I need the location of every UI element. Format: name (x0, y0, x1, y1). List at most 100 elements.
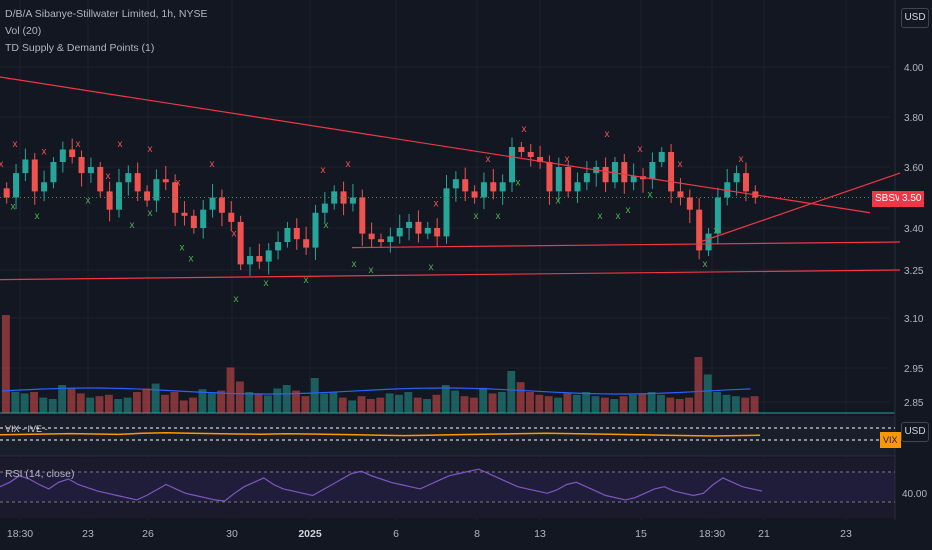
price-axis-label: 3.80 (904, 113, 924, 124)
volume-bar (2, 315, 10, 413)
supply-point-marker: x (678, 159, 683, 170)
time-axis-label: 6 (393, 528, 399, 540)
candle-body (144, 191, 151, 201)
volume-bar (348, 400, 357, 413)
volume-legend: Vol (20) (5, 25, 42, 37)
candle-body (172, 182, 179, 213)
candle-body (733, 173, 740, 183)
candle-body (106, 191, 113, 210)
volume-bar (451, 390, 460, 413)
volume-bar (273, 388, 282, 413)
demand-point-marker: x (703, 259, 708, 270)
demand-point-marker: x (180, 242, 185, 253)
volume-bar (694, 357, 703, 413)
candle-body (218, 197, 225, 213)
volume-bar (245, 392, 254, 413)
candle-body (22, 159, 29, 174)
volume-bar (657, 394, 665, 413)
volume-bar (638, 393, 647, 413)
candle-body (87, 167, 94, 174)
volume-bar (722, 394, 731, 413)
demand-point-marker: x (11, 202, 16, 213)
volume-bar (563, 393, 572, 413)
candle-body (518, 147, 525, 152)
time-axis-label: 30 (226, 528, 238, 540)
volume-bar (675, 399, 684, 413)
candle-body (237, 221, 244, 265)
volume-bar (95, 396, 104, 413)
candle-body (97, 167, 104, 192)
demand-point-marker: x (648, 190, 653, 201)
volume-bar (628, 394, 637, 413)
demand-point-marker: x (86, 196, 91, 207)
candle-body (275, 242, 282, 251)
price-axis-label: 2.85 (904, 398, 924, 409)
volume-bar (310, 378, 319, 413)
candle-body (406, 221, 413, 228)
supply-point-marker: x (148, 144, 153, 155)
volume-bar (731, 396, 740, 413)
time-axis-label: 23 (82, 528, 94, 540)
volume-bar (198, 389, 207, 413)
volume-bar (235, 381, 244, 413)
volume-bar (39, 397, 48, 413)
vix-currency-button[interactable]: USD (901, 422, 929, 442)
time-axis-label: 21 (758, 528, 770, 540)
demand-point-marker: x (429, 262, 434, 273)
time-axis-label: 8 (474, 528, 480, 540)
supply-point-marker: x (434, 199, 439, 210)
candle-body (443, 188, 450, 237)
volume-bar (535, 394, 544, 413)
symbol-tag: SBSW (872, 191, 908, 207)
candle-body (630, 176, 637, 183)
volume-bar (254, 393, 263, 413)
volume-bar (666, 397, 675, 413)
candle-body (69, 149, 76, 157)
candle-body (359, 197, 366, 234)
volume-bar (497, 392, 506, 413)
volume-bar (338, 397, 347, 413)
candle-body (59, 149, 66, 162)
price-axis-label: 3.40 (904, 224, 924, 235)
price-axis-label: 3.60 (904, 163, 924, 174)
demand-point-marker: x (626, 205, 631, 216)
candle-body (658, 152, 665, 162)
candle-body (209, 197, 216, 210)
candle-body (537, 157, 544, 162)
volume-bar (20, 393, 29, 413)
demand-point-marker: x (496, 211, 501, 222)
supply-point-marker: x (210, 159, 215, 170)
demand-point-marker: x (516, 177, 521, 188)
currency-button[interactable]: USD (901, 8, 929, 28)
volume-bar (488, 393, 497, 413)
candle-body (424, 228, 431, 234)
volume-bar (713, 392, 722, 413)
volume-bar (114, 399, 123, 413)
volume-bar (516, 382, 525, 413)
volume-bar (301, 396, 310, 413)
volume-bar (104, 394, 113, 413)
candle-body (668, 152, 675, 192)
candle-body (78, 157, 85, 174)
volume-bar (366, 399, 375, 413)
volume-bar (189, 397, 198, 413)
volume-bars (2, 315, 759, 413)
candle-body (480, 182, 487, 198)
candle-body (312, 212, 319, 248)
volume-bar (170, 392, 179, 413)
volume-bar (282, 385, 291, 413)
candle-body (50, 162, 57, 183)
candle-body (499, 182, 506, 192)
demand-point-marker: x (352, 259, 357, 270)
candle-body (471, 191, 478, 198)
candle-body (555, 167, 562, 192)
candles (3, 137, 759, 276)
candle-body (742, 173, 749, 192)
volume-bar (11, 392, 20, 413)
candle-body (31, 159, 38, 192)
vix-line (0, 432, 761, 437)
volume-bar (544, 396, 553, 413)
volume-bar (750, 396, 759, 413)
volume-bar (582, 392, 591, 413)
